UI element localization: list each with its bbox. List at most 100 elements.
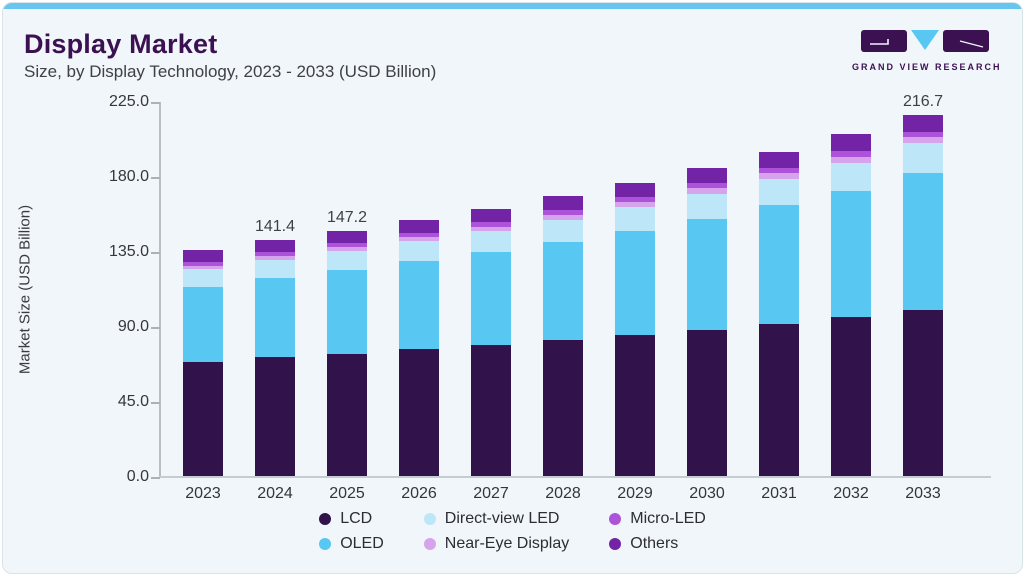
bar-segment-lcd bbox=[831, 317, 871, 476]
bar-segment-near-eye-display bbox=[831, 156, 871, 163]
x-tick-label: 2030 bbox=[689, 485, 725, 502]
bar-segment-lcd bbox=[471, 345, 511, 476]
grand-view-research-logo: GRAND VIEW RESEARCH bbox=[852, 30, 1002, 72]
bar-segment-oled bbox=[543, 241, 583, 341]
bar-segment-lcd bbox=[903, 310, 943, 476]
bar-value-label-2024: 141.4 bbox=[254, 218, 296, 236]
bar-segment-lcd bbox=[399, 349, 439, 476]
legend-label: LCD bbox=[340, 510, 373, 527]
bar-2028 bbox=[543, 196, 583, 476]
bar-2032 bbox=[831, 134, 871, 476]
bar-segment-micro-led bbox=[183, 261, 223, 266]
legend-dot-direct-view-led bbox=[423, 513, 436, 525]
bar-segment-direct-view-led bbox=[255, 260, 295, 279]
legend-dot-oled bbox=[319, 538, 332, 550]
y-tick-label: 180.0 bbox=[108, 168, 149, 185]
y-tick-mark bbox=[151, 102, 160, 104]
bar-2024 bbox=[255, 240, 295, 476]
bar-value-label-2025: 147.2 bbox=[326, 208, 368, 226]
bar-segment-others bbox=[471, 208, 511, 222]
bar-segment-near-eye-display bbox=[183, 265, 223, 270]
gvr-logo-icon bbox=[861, 30, 989, 52]
y-axis-line bbox=[159, 102, 161, 477]
bar-segment-micro-led bbox=[471, 222, 511, 227]
bar-segment-others bbox=[183, 250, 223, 262]
bar-segment-micro-led bbox=[615, 197, 655, 203]
x-tick-label: 2023 bbox=[185, 485, 221, 502]
bar-segment-lcd bbox=[543, 340, 583, 476]
x-tick-label: 2033 bbox=[905, 485, 941, 502]
x-tick-label: 2031 bbox=[761, 485, 797, 502]
legend-item-lcd: LCD bbox=[319, 510, 384, 528]
bar-segment-micro-led bbox=[255, 252, 295, 257]
bar-segment-micro-led bbox=[687, 183, 727, 189]
bar-segment-near-eye-display bbox=[399, 237, 439, 242]
x-tick-label: 2024 bbox=[257, 485, 293, 502]
legend-dot-near-eye-display bbox=[423, 538, 436, 550]
bar-segment-others bbox=[255, 240, 295, 253]
x-tick-label: 2025 bbox=[329, 485, 365, 502]
chart-legend: LCD Direct-view LED Micro-LED OLED Near-Eye … bbox=[3, 510, 1022, 553]
bar-segment-oled bbox=[903, 173, 943, 310]
bar-2031 bbox=[759, 151, 799, 476]
bar-segment-micro-led bbox=[543, 210, 583, 216]
bar-segment-oled bbox=[759, 205, 799, 324]
legend-label: Near-Eye Display bbox=[444, 535, 570, 552]
x-tick-label: 2027 bbox=[473, 485, 509, 502]
bar-2030 bbox=[687, 167, 727, 476]
plot-area bbox=[161, 101, 991, 476]
bar-segment-others bbox=[399, 220, 439, 233]
bar-2029 bbox=[615, 182, 655, 476]
bar-segment-direct-view-led bbox=[327, 251, 367, 271]
bar-segment-micro-led bbox=[759, 167, 799, 174]
y-tick-mark bbox=[151, 477, 160, 479]
y-tick-mark bbox=[151, 177, 160, 179]
y-tick-mark bbox=[151, 327, 160, 329]
bar-segment-micro-led bbox=[327, 243, 367, 248]
bar-segment-micro-led bbox=[831, 150, 871, 157]
bar-segment-others bbox=[759, 151, 799, 168]
bar-segment-lcd bbox=[759, 323, 799, 476]
bar-segment-oled bbox=[183, 286, 223, 362]
bar-2026 bbox=[399, 220, 439, 476]
bar-segment-others bbox=[327, 230, 367, 244]
bar-segment-micro-led bbox=[903, 131, 943, 138]
bar-segment-near-eye-display bbox=[543, 215, 583, 220]
bar-segment-oled bbox=[615, 230, 655, 336]
bar-2033 bbox=[903, 114, 943, 476]
legend-dot-others bbox=[609, 538, 622, 550]
bar-segment-others bbox=[903, 114, 943, 132]
bar-segment-lcd bbox=[615, 335, 655, 476]
bar-segment-micro-led bbox=[399, 232, 439, 238]
x-axis-line bbox=[159, 476, 991, 478]
bar-segment-near-eye-display bbox=[759, 173, 799, 179]
bar-segment-near-eye-display bbox=[615, 202, 655, 208]
bar-segment-others bbox=[543, 196, 583, 211]
bar-segment-near-eye-display bbox=[327, 247, 367, 252]
y-tick-label: 0.0 bbox=[126, 468, 149, 485]
y-tick-label: 135.0 bbox=[108, 243, 149, 260]
bar-segment-direct-view-led bbox=[471, 231, 511, 252]
legend-item-oled: OLED bbox=[319, 535, 384, 553]
bar-segment-oled bbox=[471, 252, 511, 345]
bar-segment-direct-view-led bbox=[759, 178, 799, 206]
bar-segment-lcd bbox=[687, 329, 727, 476]
x-tick-label: 2026 bbox=[401, 485, 437, 502]
bar-segment-oled bbox=[255, 278, 295, 358]
bar-segment-direct-view-led bbox=[831, 162, 871, 191]
card-accent-strip bbox=[3, 3, 1022, 9]
bar-segment-direct-view-led bbox=[903, 143, 943, 174]
page-subtitle: Size, by Display Technology, 2023 - 2033… bbox=[24, 62, 437, 81]
bar-segment-near-eye-display bbox=[903, 137, 943, 144]
bar-segment-near-eye-display bbox=[471, 226, 511, 231]
bar-segment-others bbox=[831, 134, 871, 151]
bar-segment-direct-view-led bbox=[687, 193, 727, 219]
legend-dot-lcd bbox=[319, 513, 332, 525]
bar-value-label-2033: 216.7 bbox=[902, 92, 944, 110]
y-tick-mark bbox=[151, 252, 160, 254]
bar-segment-lcd bbox=[183, 361, 223, 476]
x-tick-label: 2029 bbox=[617, 485, 653, 502]
brand-name: GRAND VIEW RESEARCH bbox=[852, 62, 1002, 72]
bar-segment-oled bbox=[831, 190, 871, 318]
